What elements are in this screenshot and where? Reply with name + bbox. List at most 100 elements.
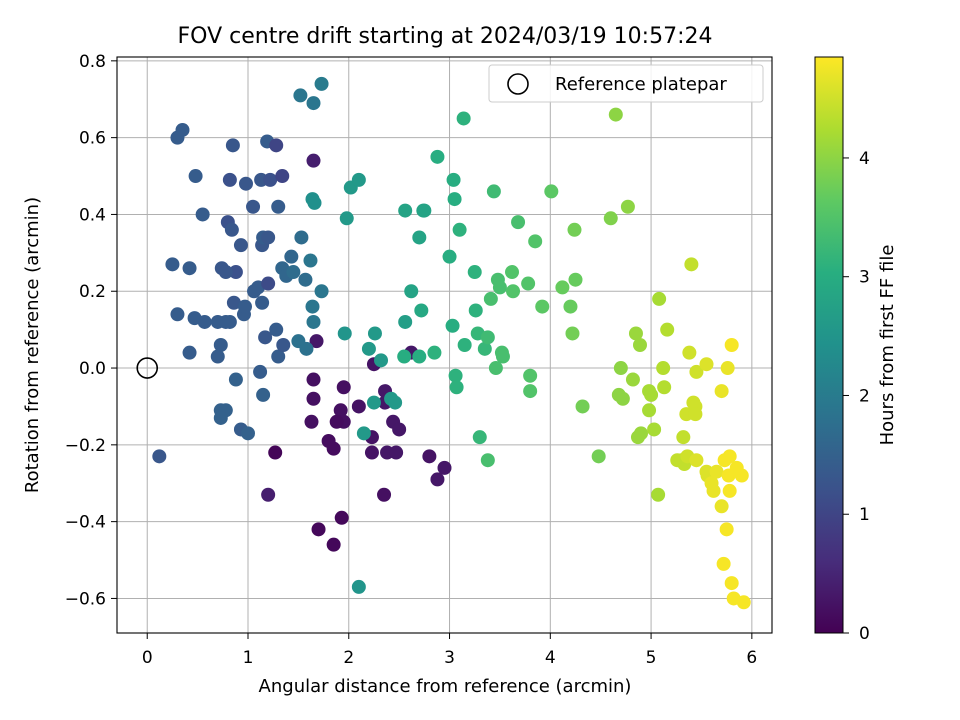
data-point <box>351 172 366 187</box>
data-point <box>389 445 404 460</box>
data-point <box>446 172 461 187</box>
data-point <box>284 249 299 264</box>
y-tick-label: −0.2 <box>65 436 106 456</box>
data-point <box>165 257 180 272</box>
data-point <box>445 318 460 333</box>
data-point <box>255 295 270 310</box>
data-point <box>625 372 640 387</box>
data-point <box>222 314 237 329</box>
data-point <box>213 410 228 425</box>
data-point <box>412 230 427 245</box>
data-point <box>213 338 228 352</box>
data-point <box>660 322 675 337</box>
data-point <box>452 222 467 237</box>
data-point <box>492 280 507 295</box>
data-point <box>314 284 329 299</box>
data-point <box>195 207 210 222</box>
data-point <box>656 361 671 376</box>
data-point <box>437 460 452 475</box>
data-point <box>615 391 630 406</box>
data-point <box>483 291 498 306</box>
data-point <box>397 349 412 364</box>
data-point <box>480 453 495 468</box>
data-point <box>404 284 419 299</box>
data-point <box>688 407 703 422</box>
data-point <box>263 172 278 187</box>
data-point <box>714 384 729 399</box>
data-point <box>706 483 721 498</box>
data-point <box>521 276 536 291</box>
data-point <box>306 372 321 387</box>
data-point <box>305 299 320 314</box>
data-point <box>430 149 445 164</box>
data-point <box>237 299 252 314</box>
data-point <box>351 579 366 594</box>
data-point <box>222 172 237 187</box>
x-tick-label: 4 <box>545 648 556 668</box>
data-point <box>306 314 321 329</box>
data-point <box>306 153 321 168</box>
data-point <box>480 330 495 345</box>
data-point <box>298 272 313 287</box>
data-point <box>398 314 413 329</box>
data-point <box>228 372 243 387</box>
data-point <box>642 403 657 418</box>
data-point <box>613 361 628 376</box>
x-tick-label: 0 <box>142 648 153 668</box>
data-point <box>511 215 526 230</box>
colorbar-tick-label: 1 <box>859 505 870 525</box>
colorbar-tick-label: 4 <box>859 149 870 169</box>
y-tick-label: 0.8 <box>79 52 106 72</box>
x-tick-label: 1 <box>243 648 254 668</box>
data-point <box>535 299 550 314</box>
data-point <box>225 138 240 153</box>
data-point <box>736 595 751 610</box>
data-point <box>337 326 352 341</box>
data-point <box>306 96 321 111</box>
data-point <box>591 449 606 464</box>
data-point <box>329 414 344 429</box>
data-point <box>398 203 413 218</box>
data-point <box>495 349 510 364</box>
data-point <box>253 364 268 379</box>
data-point <box>724 576 739 591</box>
data-point <box>632 338 647 352</box>
data-point <box>456 111 471 126</box>
data-point <box>182 261 197 276</box>
data-point <box>333 403 348 418</box>
data-point <box>620 199 635 214</box>
data-point <box>361 341 376 356</box>
data-point <box>468 303 483 318</box>
data-point <box>563 299 578 314</box>
data-point <box>449 380 464 395</box>
data-point <box>472 430 487 445</box>
data-point <box>689 453 704 468</box>
data-point <box>505 265 520 280</box>
data-point <box>210 349 225 364</box>
y-axis-label: Rotation from reference (arcmin) <box>22 197 43 493</box>
colorbar: 0 1 2 3 4 Hours from first FF file <box>814 56 898 644</box>
data-point <box>326 537 341 552</box>
data-point <box>294 230 309 245</box>
data-point <box>689 364 704 379</box>
legend: Reference platepar <box>488 64 764 103</box>
data-point <box>286 265 301 280</box>
data-point <box>457 338 472 352</box>
data-point <box>634 426 648 441</box>
data-point <box>567 222 582 237</box>
data-point <box>417 203 432 218</box>
data-point <box>197 314 212 329</box>
plot-frame <box>116 56 773 634</box>
data-point <box>269 322 284 337</box>
data-point <box>271 199 286 214</box>
data-point <box>544 184 559 199</box>
data-point <box>734 468 749 483</box>
data-point <box>719 522 734 537</box>
x-tick-label: 3 <box>444 648 455 668</box>
data-point <box>477 341 492 356</box>
data-point <box>565 326 580 341</box>
data-point <box>269 138 284 153</box>
legend-box <box>488 64 764 103</box>
data-point <box>256 387 271 402</box>
data-point <box>182 345 197 360</box>
